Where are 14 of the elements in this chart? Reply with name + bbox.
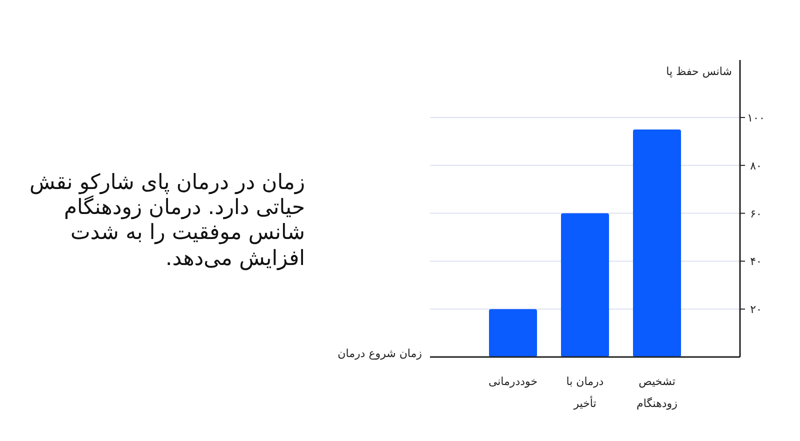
- x-axis-title: زمان شروع درمان: [338, 347, 422, 360]
- y-tick-label: ۴۰: [750, 255, 762, 268]
- y-tick-label: ۸۰: [750, 159, 762, 172]
- bar: [489, 309, 537, 357]
- y-tick-label: ۲۰: [750, 303, 762, 316]
- bar: [561, 213, 609, 357]
- text: زمان در درمان پای شارکو نقش حیاتی دارد. درمان زودهنگام شانس موفقیت را به شدت افزایش می‌دهد.: [28, 170, 305, 271]
- x-tick-label: خوددرمانی: [488, 375, 538, 388]
- y-axis-title: شانس حفظ پا: [666, 65, 732, 78]
- y-tick-label: ۱۰۰: [747, 111, 765, 124]
- x-tick-label: درمان با تأخیر: [566, 375, 604, 410]
- bar: [633, 129, 681, 357]
- x-tick-label: تشخیص زودهنگام: [636, 375, 678, 410]
- y-tick-label: ۶۰: [750, 207, 762, 220]
